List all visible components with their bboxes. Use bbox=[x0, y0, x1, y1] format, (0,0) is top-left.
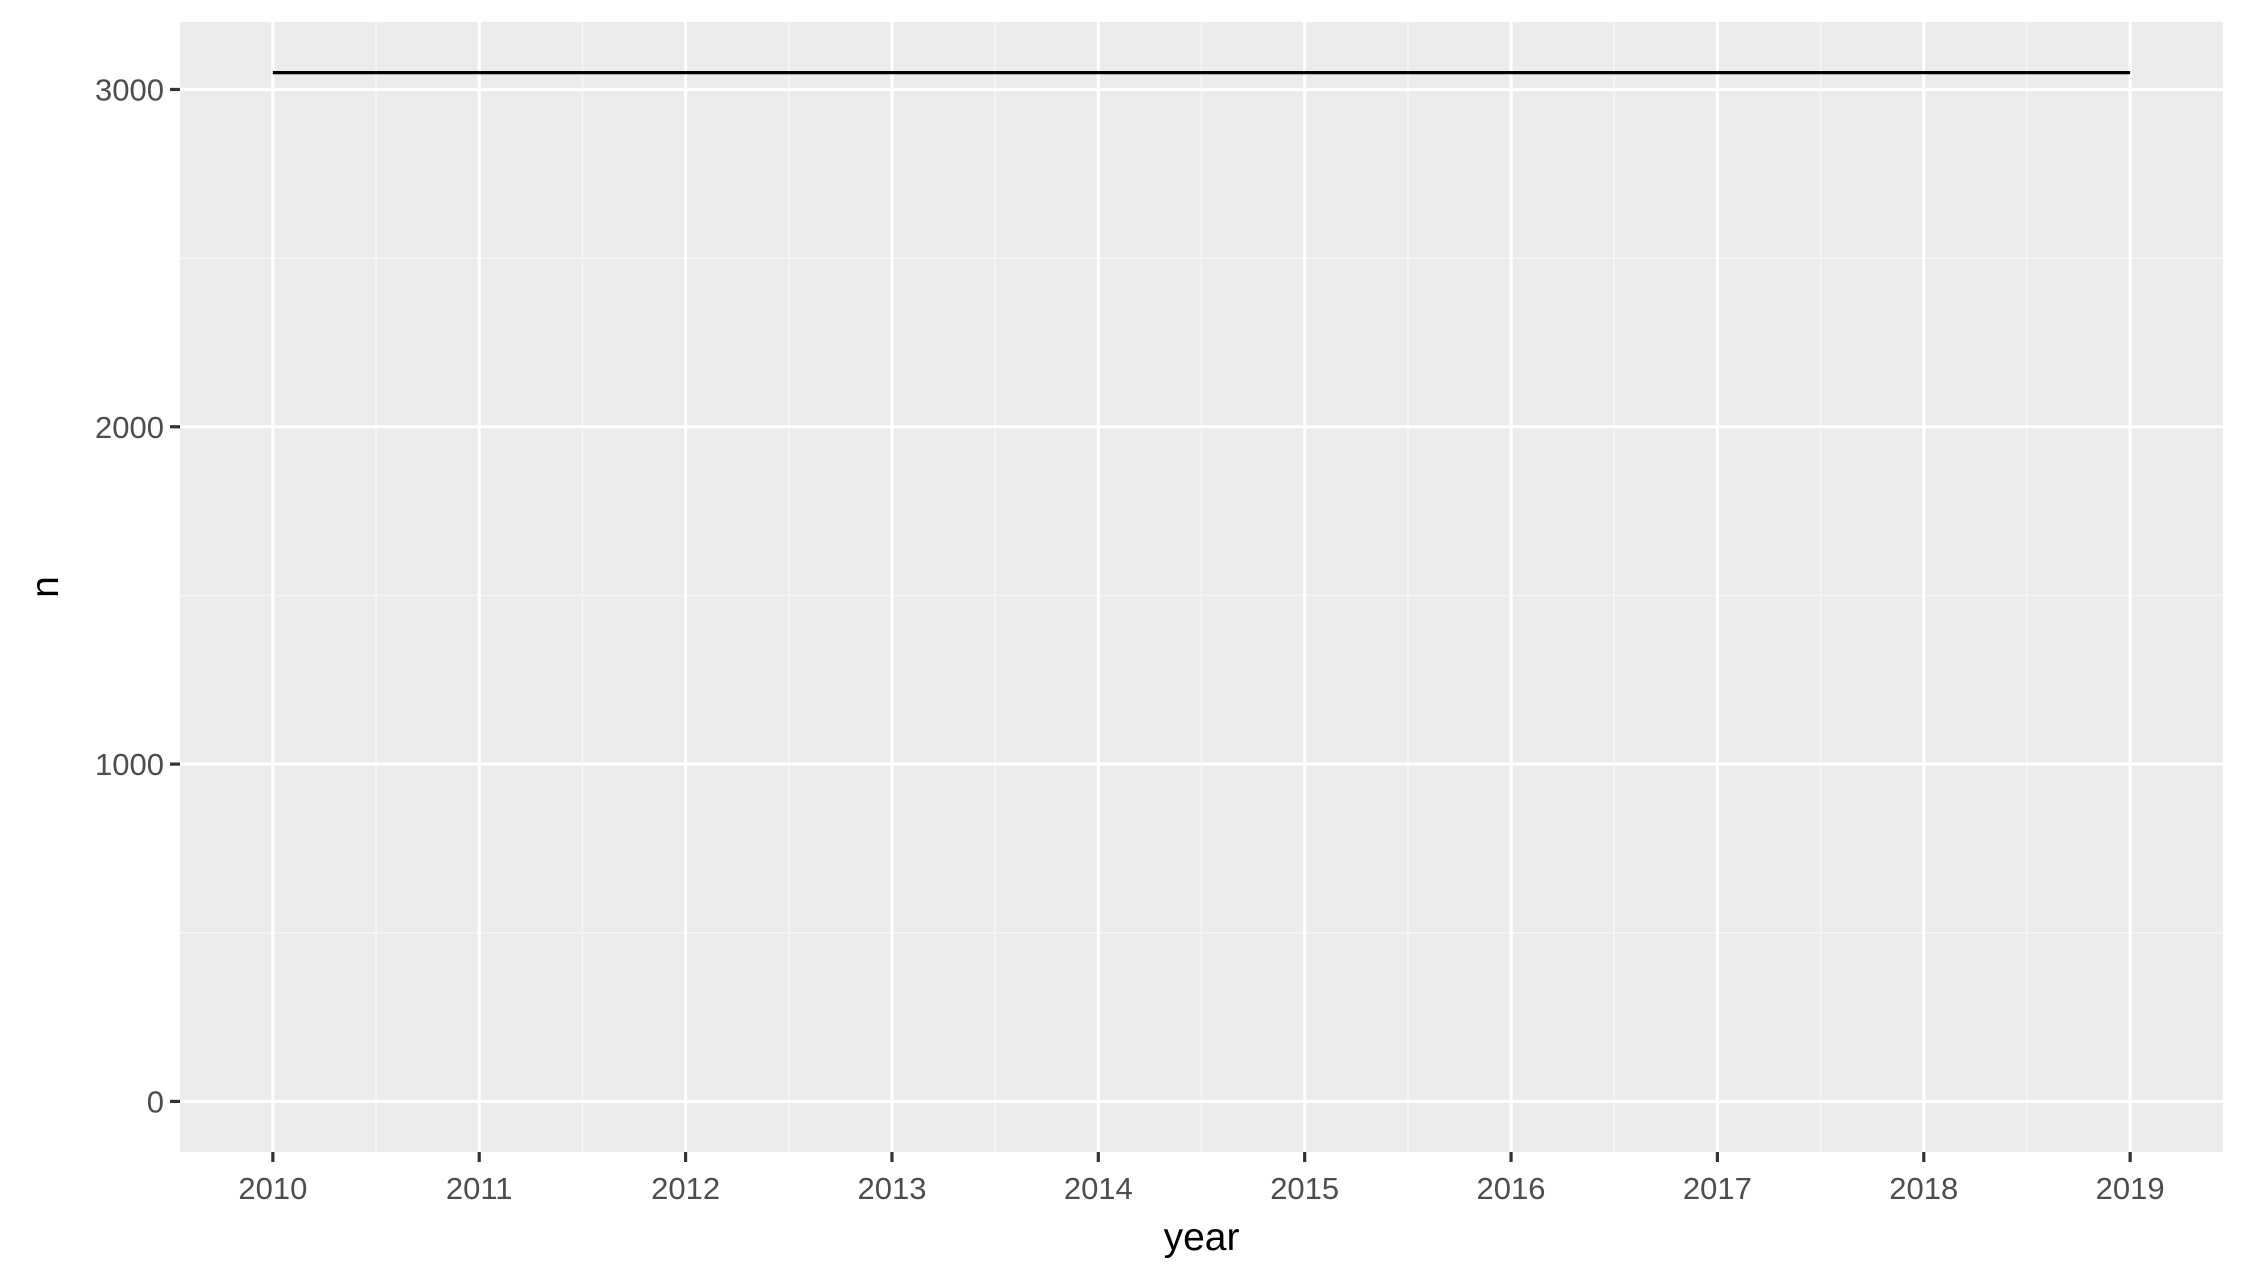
x-tick-label: 2014 bbox=[1064, 1171, 1133, 1206]
y-tick-label: 3000 bbox=[95, 72, 164, 107]
y-axis-title: n bbox=[24, 576, 67, 598]
minor-gridlines bbox=[180, 22, 2223, 1152]
x-tick-label: 2010 bbox=[238, 1171, 307, 1206]
y-tick-label: 0 bbox=[147, 1084, 164, 1119]
y-tick-label: 1000 bbox=[95, 747, 164, 782]
x-tick-label: 2017 bbox=[1683, 1171, 1752, 1206]
x-tick-label: 2019 bbox=[2096, 1171, 2165, 1206]
x-tick-label: 2018 bbox=[1889, 1171, 1958, 1206]
major-gridlines bbox=[180, 22, 2223, 1152]
x-tick-label: 2016 bbox=[1477, 1171, 1546, 1206]
y-axis: 0 1000 2000 3000 bbox=[95, 72, 180, 1119]
x-tick-label: 2015 bbox=[1270, 1171, 1339, 1206]
x-tick-label: 2011 bbox=[446, 1171, 513, 1206]
y-tick-label: 2000 bbox=[95, 410, 164, 445]
x-axis: 2010 2011 2012 2013 2014 2015 2016 2017 2018 2019 bbox=[238, 1152, 2165, 1206]
x-tick-label: 2013 bbox=[857, 1171, 926, 1206]
x-tick-label: 2012 bbox=[651, 1171, 720, 1206]
x-axis-title: year bbox=[1164, 1216, 1240, 1259]
